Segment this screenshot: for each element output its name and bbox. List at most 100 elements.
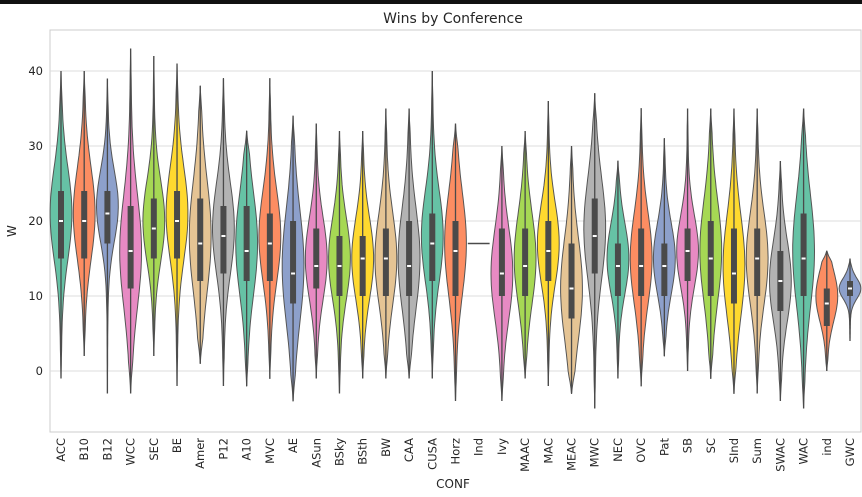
violin-median (244, 250, 249, 252)
violin-median (430, 242, 435, 245)
x-tick-label: ind (820, 438, 834, 456)
x-axis-ticks: ACC B10 B12 WCC SEC BE Amer P12 A10 MVC AE ASun BSky… (54, 438, 857, 472)
violin-median (778, 280, 783, 282)
y-tick-label: 20 (28, 214, 43, 228)
x-tick-label: AE (286, 438, 300, 453)
violin-median (569, 287, 574, 290)
x-tick-label: B12 (100, 438, 114, 461)
violin-sec (142, 55, 166, 357)
violin-b12 (95, 78, 119, 394)
chart-title: Wins by Conference (383, 11, 523, 27)
y-axis-ticks: 0 10 20 30 40 (28, 64, 43, 378)
violin-mwc (583, 93, 607, 409)
violin-p12 (212, 78, 235, 387)
violin-mac (536, 100, 560, 387)
violin-median (175, 220, 180, 222)
violin-asun (304, 123, 328, 379)
violin-median (824, 302, 829, 305)
violin-sb (676, 108, 700, 372)
violin-median (546, 250, 551, 252)
violin-median (314, 265, 319, 267)
x-tick-label: Amer (193, 438, 207, 469)
x-tick-label: P12 (216, 438, 230, 460)
violin-median (801, 257, 806, 260)
violin-median (151, 227, 156, 230)
x-tick-label: MWC (588, 438, 602, 467)
violin-be (165, 63, 189, 387)
violin-median (337, 265, 342, 267)
x-tick-label: SWAC (773, 438, 787, 472)
violin-meac (560, 145, 583, 394)
violin-a10 (235, 130, 259, 387)
x-tick-label: CAA (402, 438, 416, 462)
violin-bsth (351, 130, 375, 379)
violin-median (360, 257, 365, 260)
violin-bsky (328, 130, 351, 394)
x-tick-label: CUSA (425, 438, 439, 470)
violin-median (82, 220, 87, 222)
violin-median (755, 257, 760, 260)
y-tick-label: 10 (28, 289, 43, 303)
violin-median (708, 257, 713, 260)
violin-swac (768, 160, 792, 402)
window-top-border (0, 0, 862, 4)
violin-median (105, 212, 110, 215)
plot-area (49, 29, 862, 433)
violin-mvc (258, 78, 282, 379)
x-tick-label: ACC (54, 438, 68, 462)
y-tick-label: 30 (28, 139, 43, 153)
x-tick-label: Horz (449, 438, 463, 464)
x-tick-label: Ivy (495, 438, 509, 455)
violin-median (685, 250, 690, 252)
violin-median (499, 272, 504, 275)
violin-median (383, 257, 388, 260)
y-axis-label: W (5, 225, 19, 237)
violin-acc (49, 70, 73, 379)
violin-maac (513, 130, 537, 379)
violin-cusa (420, 70, 444, 379)
violin-bw (374, 108, 398, 379)
violins (49, 48, 862, 409)
x-tick-label: WCC (124, 438, 138, 465)
violin-b10 (72, 70, 96, 357)
x-tick-label: MAC (541, 438, 555, 464)
x-tick-label: Pat (657, 438, 671, 456)
violin-sc (699, 108, 723, 379)
violin-wcc (119, 48, 142, 394)
violin-pat (652, 138, 676, 357)
violin-ivy (490, 145, 514, 402)
violin-median (267, 242, 272, 245)
violin-horz (444, 123, 467, 402)
violin-median (731, 272, 736, 275)
violin-median (592, 235, 597, 237)
x-tick-label: NEC (611, 438, 625, 462)
x-tick-label: MVC (263, 438, 277, 464)
x-tick-label: BSth (356, 438, 370, 465)
violin-median (291, 272, 296, 275)
violin-ind (815, 250, 839, 372)
violin-wac (792, 108, 816, 409)
x-tick-label: Sum (750, 438, 764, 464)
violin-median (662, 265, 667, 267)
violin-gwc (838, 258, 862, 341)
x-tick-label: BW (379, 438, 393, 457)
violin-amer (188, 85, 212, 364)
x-tick-label: A10 (240, 438, 254, 461)
x-tick-label: BE (170, 438, 184, 453)
violin-median (523, 265, 528, 267)
violin-ovc (629, 108, 653, 387)
x-tick-label: GWC (843, 438, 857, 466)
violin-sum (745, 108, 769, 394)
x-tick-label: OVC (634, 438, 648, 463)
violin-median (848, 287, 852, 290)
violin-median (615, 265, 620, 267)
violin-median (198, 242, 203, 245)
x-tick-label: SB (681, 438, 695, 453)
x-axis-label: CONF (436, 477, 470, 491)
violin-median (59, 220, 63, 222)
violin-median (128, 250, 133, 252)
violin-sind (722, 108, 746, 394)
x-tick-label: SEC (147, 438, 161, 461)
x-tick-label: SC (704, 438, 718, 453)
